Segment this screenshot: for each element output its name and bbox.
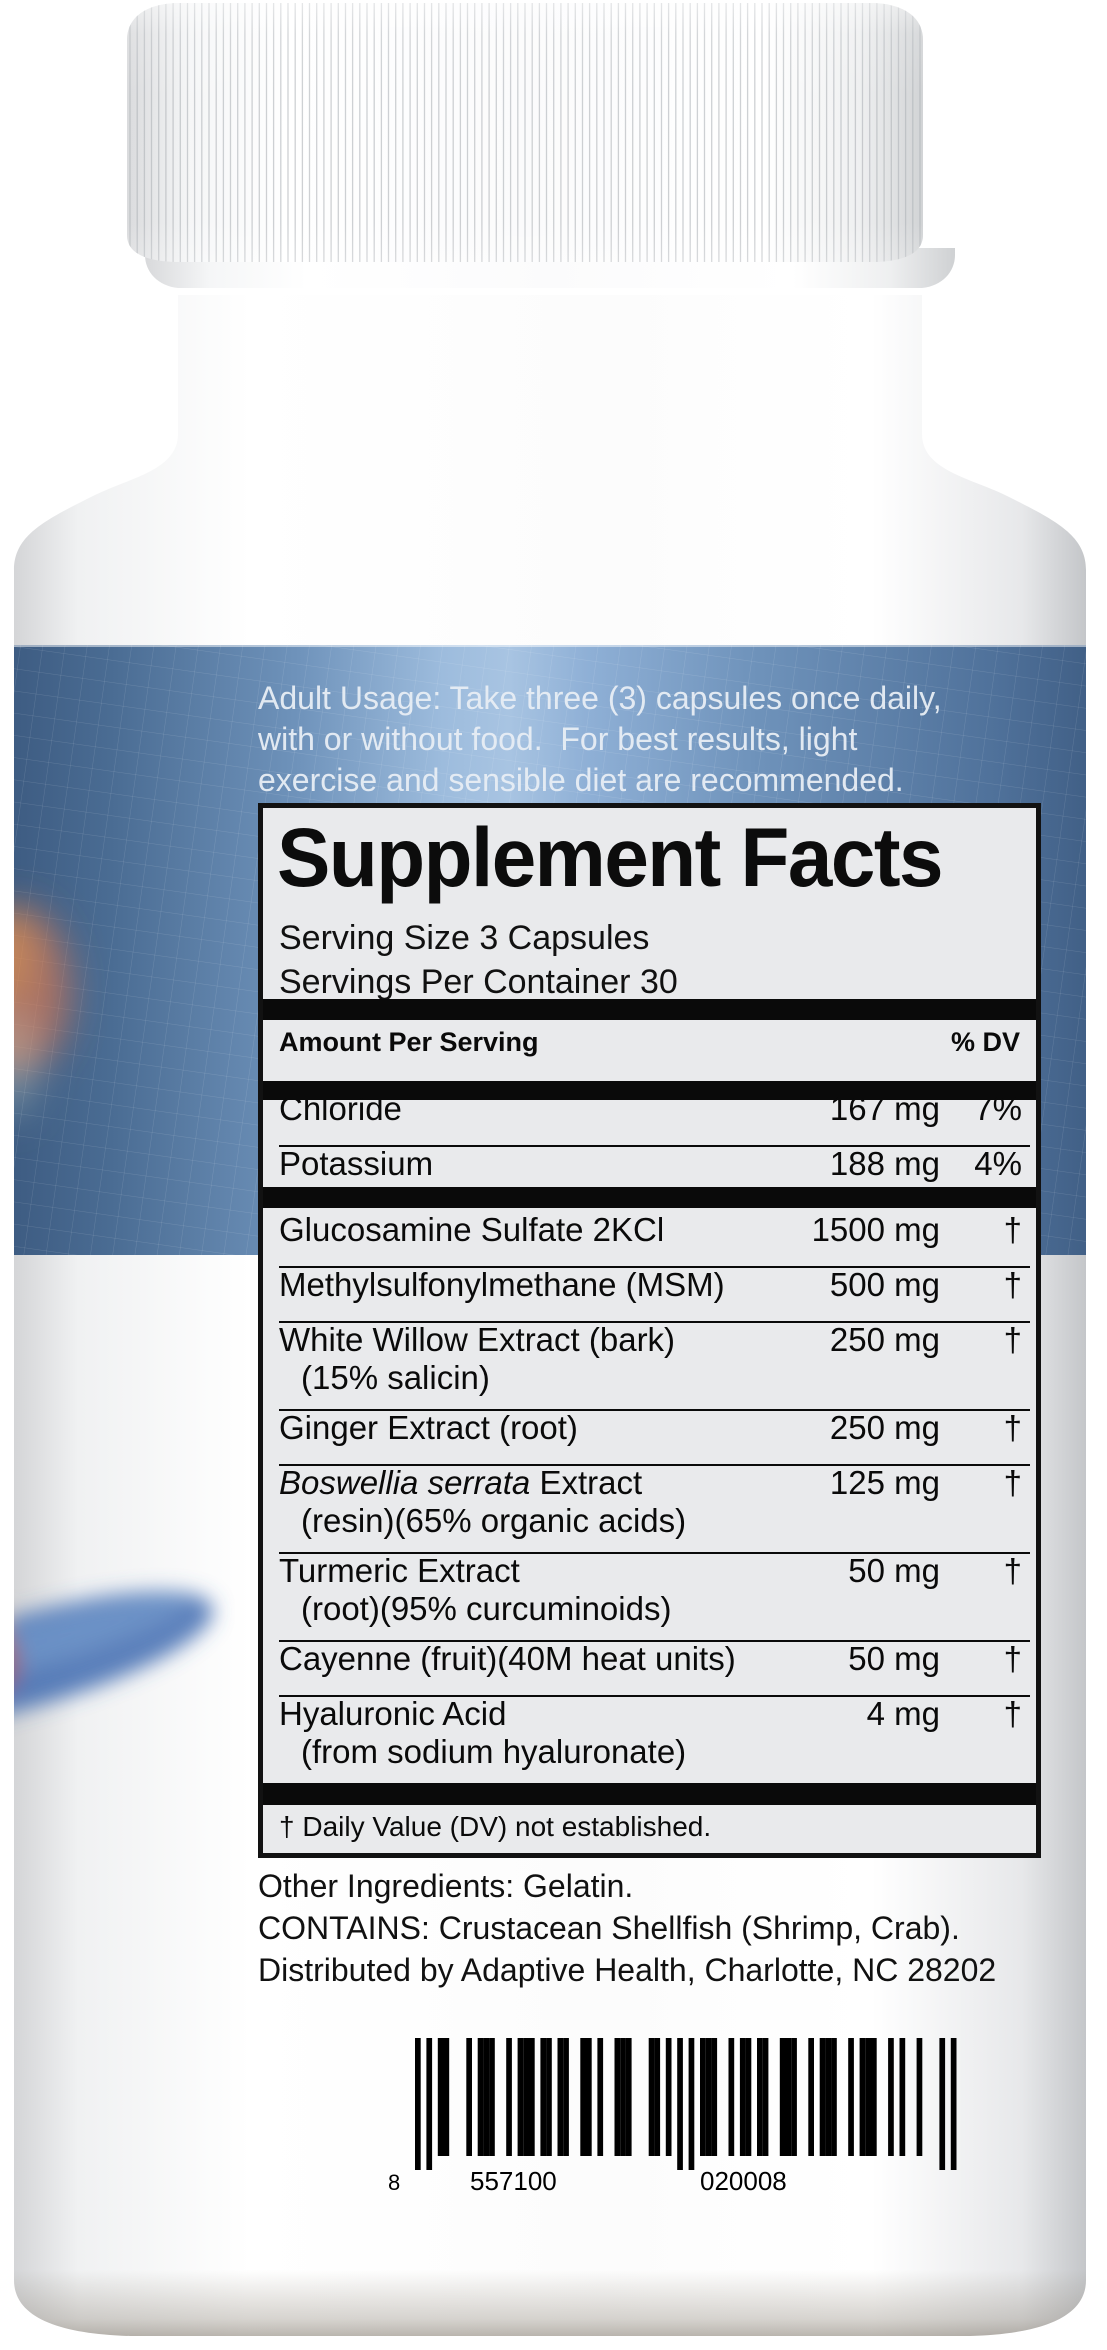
svg-text:557100: 557100 bbox=[470, 2166, 557, 2196]
svg-text:8: 8 bbox=[388, 2170, 400, 2195]
svg-text:020008: 020008 bbox=[700, 2166, 787, 2196]
